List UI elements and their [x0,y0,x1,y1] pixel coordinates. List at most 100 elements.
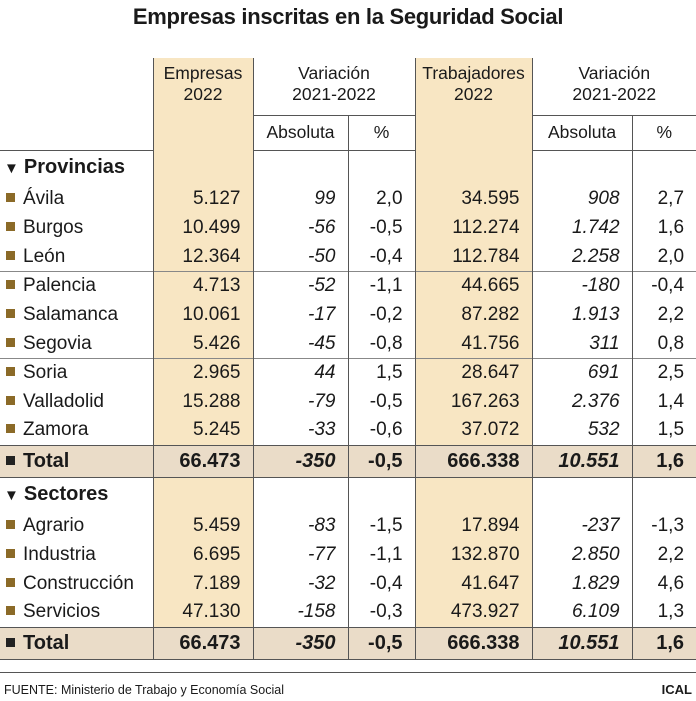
value-cell: -79 [252,387,348,417]
value-cell: 5.127 [152,185,253,214]
bullet-icon [6,193,15,203]
value-cell: -0,5 [347,387,416,417]
value-cell: -0,6 [347,416,416,446]
value-cell: 473.927 [414,598,533,628]
value-cell: -50 [252,242,348,272]
total-value: 66.473 [152,444,253,478]
value-cell: -0,5 [347,213,416,243]
header-line: Trabajadores [422,63,525,83]
value-cell: -52 [252,271,348,301]
row-label: Industria [0,541,153,570]
header-blank [0,115,153,151]
triangle-down-icon: ▼ [4,487,19,505]
value-cell: 6.109 [531,598,633,628]
footer-divider [0,672,696,673]
total-value: 1,6 [631,626,696,660]
value-cell: -17 [252,300,348,330]
value-cell: 87.282 [414,300,533,330]
value-cell: 1.829 [531,569,633,599]
value-cell: -158 [252,598,348,628]
total-label-text: Total [23,631,70,654]
data-table: Empresas 2022 Variación 2021-2022 Trabajad… [0,58,696,660]
value-cell: 4,6 [631,569,696,599]
header-variacion-empresas: Variación 2021-2022 [252,58,416,115]
value-cell: -0,2 [347,300,416,330]
value-cell: 2,7 [631,185,696,214]
value-cell: -1,3 [631,512,696,541]
blank-cell [347,150,416,185]
row-label: Ávila [0,185,153,214]
value-cell: 2,0 [347,185,416,214]
header-pct: % [347,114,416,151]
bullet-icon [6,577,15,587]
table-row: Valladolid 15.288 -79 -0,5 167.263 2.376 1,4 [0,387,696,417]
header-line: 2021-2022 [292,84,376,104]
value-cell: 2.258 [531,242,633,272]
header-line: 2021-2022 [572,84,657,104]
total-value: -0,5 [347,626,416,660]
bullet-icon [6,637,15,647]
value-cell: 1.913 [531,300,633,330]
blank-cell [631,477,696,513]
row-label-text: Agrario [23,515,85,537]
value-cell: 12.364 [152,242,253,272]
header-pct: % [631,114,696,151]
section-name: Provincias [23,156,126,179]
value-cell: -33 [252,416,348,446]
value-cell: -45 [252,329,348,359]
bullet-icon [6,309,15,318]
total-value: 10.551 [531,444,633,478]
row-label-text: Servicios [23,601,101,623]
header-line: 2022 [454,84,493,104]
header-trabajadores: Trabajadores 2022 [414,58,533,150]
section-title: ▼ Provincias [0,150,153,185]
value-cell: -0,4 [347,569,416,599]
value-cell: -1,1 [347,540,416,570]
table-row: Soria 2.965 44 1,5 28.647 691 2,5 [0,357,696,388]
bullet-icon [6,455,15,465]
value-cell: 311 [531,329,633,359]
value-cell: -0,8 [347,329,416,359]
blank-cell [631,150,696,185]
value-cell: 112.274 [414,213,533,243]
row-label: Zamora [0,416,153,445]
header-line: Variación [298,63,370,83]
row-label: Agrario [0,512,153,541]
blank-cell [531,477,633,513]
total-value: 666.338 [414,444,533,478]
row-label: León [0,243,153,272]
bullet-icon [6,222,15,232]
value-cell: 1,3 [631,598,696,628]
total-row: Total 66.473 -350 -0,5 666.338 10.551 1,6 [0,444,696,478]
bullet-icon [6,337,15,347]
value-cell: 532 [531,416,633,446]
blank-cell [414,477,533,513]
section-header: ▼ Provincias [0,150,696,185]
total-value: -0,5 [347,444,416,478]
table-row: Ávila 5.127 99 2,0 34.595 908 2,7 [0,185,696,214]
header-line: 2022 [183,84,223,104]
value-cell: 908 [531,185,633,214]
value-cell: 112.784 [414,242,533,272]
value-cell: 2,0 [631,242,696,272]
value-cell: -56 [252,213,348,243]
value-cell: 7.189 [152,569,253,599]
header-absoluta: Absoluta [252,114,348,151]
value-cell: 5.245 [152,416,253,446]
row-label: Palencia [0,271,153,301]
value-cell: 1.742 [531,213,633,243]
value-cell: -0,4 [631,271,696,301]
value-cell: 41.756 [414,329,533,359]
header-line: Empresas [163,63,243,83]
header-empresas: Empresas 2022 [152,58,253,150]
blank-cell [531,150,633,185]
value-cell: -0,4 [347,242,416,272]
table-row: Zamora 5.245 -33 -0,6 37.072 532 1,5 [0,416,696,446]
row-label-text: Construcción [23,572,134,594]
row-label: Soria [0,357,153,388]
row-label: Salamanca [0,301,153,330]
value-cell: 5.426 [152,329,253,359]
table-row: Construcción 7.189 -32 -0,4 41.647 1.829 4,6 [0,569,696,599]
header-absoluta: Absoluta [531,114,633,151]
value-cell: 44 [252,357,348,388]
